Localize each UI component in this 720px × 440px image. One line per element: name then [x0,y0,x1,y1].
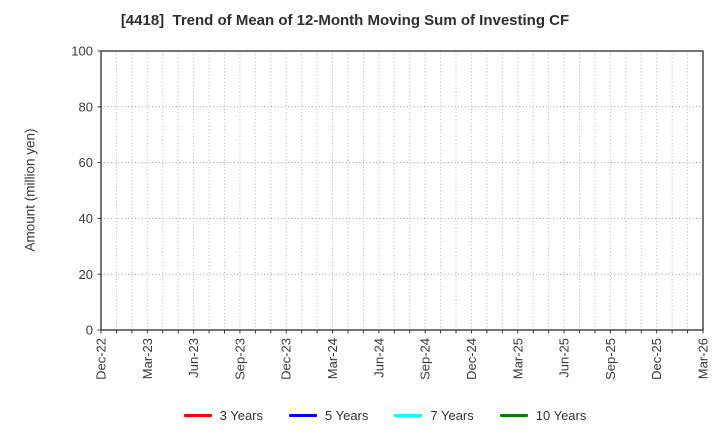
x-tick-label: Sep-23 [232,338,247,380]
legend-line-icon [183,413,212,417]
x-tick-label: Mar-25 [510,338,525,379]
chart-title: [4418] Trend of Mean of 12-Month Moving … [120,12,570,29]
legend-label-10-years: 10 Years [535,407,587,423]
x-tick-label: Mar-26 [696,338,711,379]
y-tick-label: 20 [79,267,93,282]
x-tick-label: Mar-24 [325,338,340,379]
legend-label-7-years: 7 Years [430,407,474,423]
y-tick-label: 80 [79,99,93,114]
x-tick-label: Jun-24 [371,338,386,378]
x-tick-label: Mar-23 [140,338,155,379]
x-tick-label: Dec-24 [464,338,479,380]
x-tick-label: Jun-25 [557,338,572,378]
y-tick-label: 0 [86,323,93,338]
legend-item-10-years: 10 Years [499,407,587,423]
legend-item-3-years: 3 Years [183,407,263,423]
legend-line-icon [394,413,423,417]
x-tick-label: Jun-23 [186,338,201,378]
legend-label-3-years: 3 Years [219,407,263,423]
plot-border [100,50,704,331]
y-tick-label: 40 [79,211,93,226]
x-tick-label: Sep-24 [418,338,433,380]
legend-item-5-years: 5 Years [289,408,368,423]
legend-item-7-years: 7 Years [394,407,474,423]
y-tick-label: 100 [71,44,93,59]
y-tick-label: 60 [79,155,93,170]
legend-line-icon [289,413,317,417]
legend: 3 Years 5 Years 7 Years 10 Years [25,403,720,427]
legend-label-5-years: 5 Years [325,407,369,423]
legend-line-icon [499,413,528,417]
x-tick-label: Dec-23 [279,338,294,380]
x-tick-label: Dec-22 [94,338,109,380]
x-tick-label: Sep-25 [603,338,618,380]
x-tick-label: Dec-25 [649,338,664,380]
